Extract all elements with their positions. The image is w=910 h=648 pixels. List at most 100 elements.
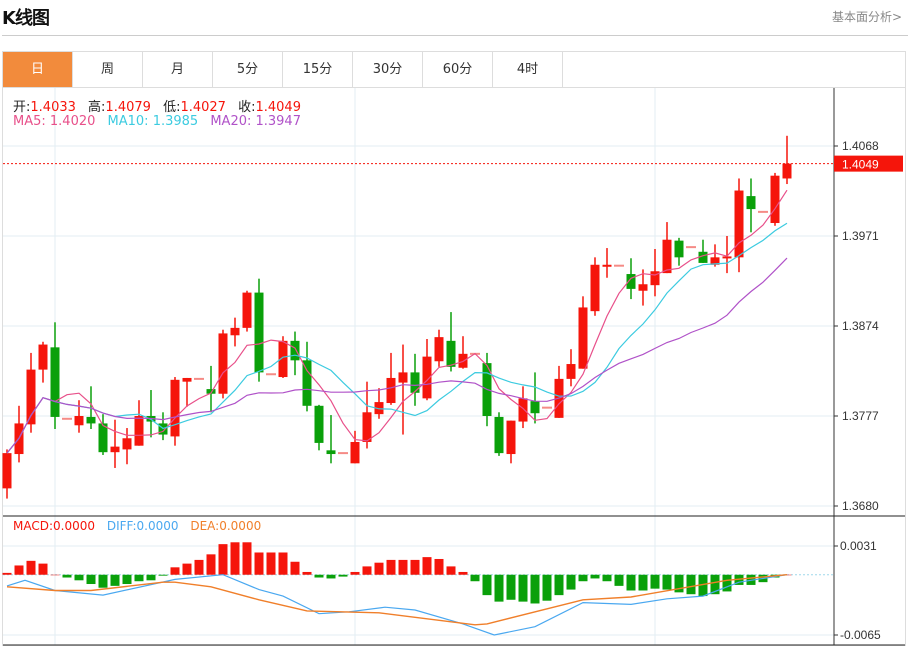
candle-body bbox=[506, 420, 516, 455]
low-value: 1.4027 bbox=[180, 100, 226, 115]
candle-body bbox=[698, 251, 708, 263]
candle-body bbox=[518, 398, 528, 422]
macd-bar bbox=[578, 574, 588, 582]
candle-body bbox=[530, 401, 540, 414]
macd-bar bbox=[686, 574, 696, 595]
macd-bar bbox=[422, 557, 432, 575]
macd-bar bbox=[470, 574, 480, 582]
macd-bar bbox=[722, 574, 732, 592]
candle-body bbox=[242, 292, 252, 328]
tab-4hour[interactable]: 4时 bbox=[493, 52, 563, 87]
close-value: 1.4049 bbox=[255, 100, 301, 115]
tab-5min[interactable]: 5分 bbox=[213, 52, 283, 87]
macd-bar bbox=[230, 542, 240, 575]
macd-bar bbox=[446, 566, 456, 575]
candle-body bbox=[86, 416, 96, 424]
macd-bar bbox=[374, 562, 384, 575]
y-tick-label: 1.3971 bbox=[842, 229, 879, 243]
macd-bar bbox=[638, 574, 648, 591]
tab-15min[interactable]: 15分 bbox=[283, 52, 353, 87]
macd-bar bbox=[2, 572, 12, 575]
macd-bar bbox=[530, 574, 540, 604]
tab-week[interactable]: 周 bbox=[73, 52, 143, 87]
macd-bar bbox=[386, 559, 396, 575]
candle-body bbox=[254, 292, 264, 373]
y-tick-label: 1.3777 bbox=[842, 409, 879, 423]
ma5-line bbox=[6, 189, 788, 454]
macd-bar bbox=[278, 552, 288, 575]
y-tick-label: 1.4068 bbox=[842, 139, 879, 153]
candle-body bbox=[590, 264, 600, 312]
macd-legend-value: MACD:0.0000 bbox=[13, 519, 96, 533]
candle-body bbox=[578, 307, 588, 369]
tab-60min[interactable]: 60分 bbox=[423, 52, 493, 87]
ma10-line bbox=[6, 222, 788, 454]
macd-bar bbox=[698, 574, 708, 597]
candle-body bbox=[278, 340, 288, 378]
candle-body bbox=[50, 347, 60, 417]
candle-body bbox=[362, 412, 372, 442]
tab-30min[interactable]: 30分 bbox=[353, 52, 423, 87]
candle-body bbox=[314, 405, 324, 443]
candle-body bbox=[374, 402, 384, 415]
dea-line bbox=[6, 574, 788, 626]
macd-bar bbox=[674, 574, 684, 593]
macd-bar bbox=[482, 574, 492, 596]
macd-bar bbox=[710, 574, 720, 595]
ma20-legend: MA20: 1.3947 bbox=[210, 114, 301, 129]
macd-bar bbox=[74, 574, 84, 581]
macd-bar bbox=[662, 574, 672, 590]
ohlc-legend: 开:1.4033 高:1.4079 低:1.4027 收:1.4049 bbox=[13, 96, 301, 115]
macd-bar bbox=[206, 554, 216, 575]
macd-bar bbox=[242, 542, 252, 575]
macd-bar bbox=[302, 571, 312, 575]
candle-body bbox=[422, 356, 432, 399]
macd-bar bbox=[350, 571, 360, 575]
macd-bar bbox=[590, 574, 600, 579]
candle-body bbox=[662, 239, 672, 274]
macd-bar bbox=[266, 552, 276, 575]
candle-body bbox=[122, 438, 132, 450]
macd-bar bbox=[146, 574, 156, 581]
candle-body bbox=[134, 416, 144, 446]
macd-bar bbox=[98, 574, 108, 588]
open-value: 1.4033 bbox=[30, 100, 76, 115]
macd-bar bbox=[614, 574, 624, 586]
macd-bar bbox=[326, 574, 336, 579]
macd-bar bbox=[542, 574, 552, 601]
macd-bar bbox=[398, 559, 408, 575]
candle-body bbox=[326, 450, 336, 455]
macd-bar bbox=[458, 571, 468, 575]
macd-bar bbox=[86, 574, 96, 585]
diff-line bbox=[6, 574, 788, 636]
candle-body bbox=[446, 340, 456, 367]
candle-body bbox=[302, 360, 312, 406]
ma20-line bbox=[6, 257, 788, 454]
tab-month[interactable]: 月 bbox=[143, 52, 213, 87]
candle-body bbox=[722, 256, 732, 259]
ma-legend: MA5: 1.4020 MA10: 1.3985 MA20: 1.3947 bbox=[13, 114, 301, 129]
candle-body bbox=[734, 190, 744, 258]
macd-bar bbox=[158, 574, 168, 576]
period-tabs: 日 周 月 5分 15分 30分 60分 4时 bbox=[3, 52, 563, 87]
candle-body bbox=[182, 377, 192, 382]
tab-day[interactable]: 日 bbox=[3, 52, 73, 87]
candle-body bbox=[410, 372, 420, 393]
page-title: K线图 bbox=[2, 8, 50, 29]
candle-body bbox=[26, 369, 36, 425]
candle-body bbox=[230, 327, 240, 336]
macd-bar bbox=[566, 574, 576, 590]
candle-body bbox=[434, 337, 444, 362]
diff-legend-value: DIFF:0.0000 bbox=[106, 519, 179, 533]
macd-bar bbox=[362, 566, 372, 575]
fundamental-analysis-link[interactable]: 基本面分析> bbox=[831, 10, 902, 24]
candle-body bbox=[98, 423, 108, 453]
macd-bar bbox=[134, 574, 144, 582]
current-price-badge bbox=[834, 155, 903, 172]
macd-bar bbox=[254, 552, 264, 575]
macd-bar bbox=[494, 574, 504, 602]
macd-bar bbox=[14, 565, 24, 575]
macd-bar bbox=[506, 574, 516, 600]
macd-bar bbox=[170, 567, 180, 575]
